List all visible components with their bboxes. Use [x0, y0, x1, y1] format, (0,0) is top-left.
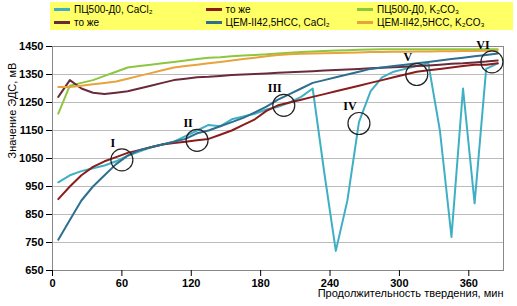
- svg-text:1050: 1050: [19, 152, 43, 164]
- html-text:то же: то же: [225, 4, 251, 15]
- svg-text:300: 300: [390, 277, 409, 290]
- svg-text:180: 180: [251, 277, 269, 289]
- svg-text:60: 60: [116, 277, 128, 289]
- svg-text:850: 850: [25, 208, 43, 220]
- svg-text:1150: 1150: [20, 124, 44, 136]
- svg-text:360: 360: [459, 277, 478, 290]
- svg-text:VI: VI: [476, 38, 490, 52]
- html-text:ПЦ500-Д0, CaCl₂: ПЦ500-Д0, CaCl₂: [74, 4, 153, 15]
- svg-text:650: 650: [25, 264, 43, 276]
- html-text:ЦЕМ-II42,5НСС, CaCl₂: ЦЕМ-II42,5НСС, CaCl₂: [225, 17, 330, 28]
- svg-text:240: 240: [320, 277, 340, 290]
- html-text:то же: то же: [74, 17, 100, 28]
- svg-text:0: 0: [49, 277, 55, 289]
- svg-text:750: 750: [25, 236, 43, 248]
- html-text:ПЦ500-Д0, K₂CO₃: ПЦ500-Д0, K₂CO₃: [377, 4, 460, 15]
- svg-text:1250: 1250: [19, 96, 43, 108]
- svg-text:II: II: [183, 116, 193, 130]
- svg-text:1350: 1350: [19, 68, 43, 80]
- html-text:ЦЕМ-II42,5НСС, K₂CO₃: ЦЕМ-II42,5НСС, K₂CO₃: [377, 17, 485, 28]
- svg-text:Продолжительность твердения, м: Продолжительность твердения, мин: [318, 287, 504, 299]
- svg-text:I: I: [111, 136, 116, 150]
- svg-text:IV: IV: [343, 99, 357, 113]
- svg-text:V: V: [403, 50, 412, 64]
- svg-text:1450: 1450: [19, 40, 43, 52]
- svg-text:III: III: [268, 81, 282, 95]
- svg-text:950: 950: [25, 180, 43, 192]
- svg-text:120: 120: [182, 277, 200, 289]
- svg-text:Значение ЭДС, мВ: Значение ЭДС, мВ: [6, 63, 18, 159]
